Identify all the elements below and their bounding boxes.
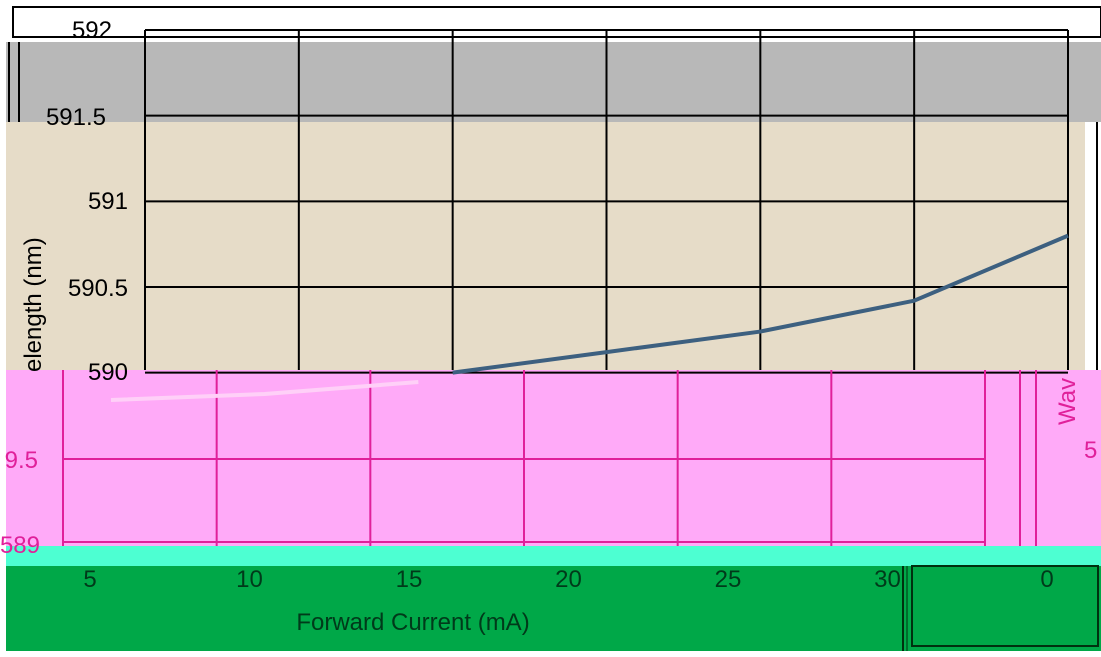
green-legend-box <box>911 565 1099 647</box>
y-tick-label: 591 <box>88 188 128 215</box>
x-tick-label: 20 <box>555 566 582 593</box>
x-tick-labels: 5 10 15 20 25 30 0 <box>83 566 1053 593</box>
y-tick-label: 590.5 <box>68 275 128 302</box>
y-tick-label: 9.5 <box>5 447 38 474</box>
x-tick-label: 25 <box>715 566 742 593</box>
x-axis-title: Forward Current (mA) <box>296 609 529 636</box>
x-tick-label: 0 <box>1040 566 1053 593</box>
y-axis-title: elength (nm) <box>20 237 47 372</box>
x-tick-label: 5 <box>83 566 96 593</box>
right-tick-fragment: 5 <box>1084 437 1097 464</box>
x-tick-label: 10 <box>236 566 263 593</box>
series-line-echo <box>110 380 419 402</box>
series-group <box>110 233 1069 402</box>
green-band <box>6 566 1101 651</box>
gray-band <box>6 42 1101 122</box>
x-tick-label: 30 <box>874 566 901 593</box>
frame-top <box>12 6 1101 38</box>
y-tick-labels: 592 591.5 591 590.5 590 9.5 589 <box>0 17 128 559</box>
y-tick-label: 589 <box>0 532 40 559</box>
y-axis-title-fragment: Wav <box>1054 378 1081 425</box>
grid-lines <box>8 6 1101 546</box>
y-tick-label: 590 <box>88 359 128 386</box>
y-tick-label: 592 <box>72 17 112 44</box>
beige-band <box>6 122 1085 370</box>
mint-band <box>6 546 1101 566</box>
x-tick-label: 15 <box>396 566 423 593</box>
y-tick-label: 591.5 <box>46 104 106 131</box>
